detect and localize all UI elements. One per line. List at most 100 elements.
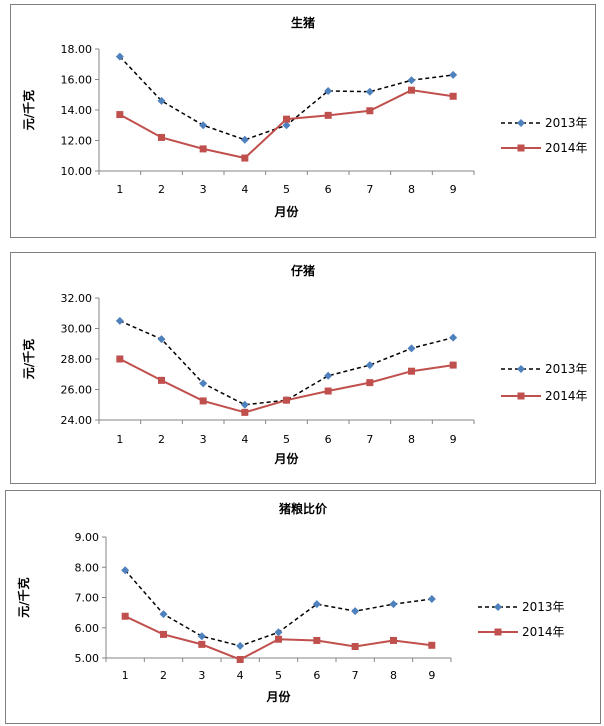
chart-panel-hog-grain-ratio: 猪粮比价 元/千克 5.00 6.00 7.00 8.00 9.00 1 2 3 4 5 6 7 8 9 月份 2… — [5, 490, 601, 724]
x-tick-label: 7 — [352, 669, 359, 682]
x-tick-label: 4 — [237, 669, 244, 682]
x-tick-label: 8 — [390, 669, 397, 682]
data-point-square — [160, 630, 167, 638]
data-point-square — [449, 361, 457, 369]
chart-title: 猪粮比价 — [278, 501, 328, 516]
data-point-square — [324, 387, 332, 395]
data-point-diamond — [282, 121, 291, 130]
data-point-square — [366, 107, 374, 115]
data-point-square — [390, 636, 397, 644]
legend-label: 2013年 — [522, 600, 565, 614]
x-tick-label: 4 — [241, 183, 248, 196]
data-point-diamond — [312, 600, 321, 609]
x-tick-label: 1 — [122, 669, 129, 682]
y-tick-label: 14.00 — [61, 104, 93, 117]
data-point-diamond — [365, 361, 374, 370]
chart-live-pig: 生猪元/千克 10.00 12.00 14.00 16.00 18.00 1 2 3 4 5 6 7 8 9… — [21, 15, 588, 219]
data-point-diamond — [159, 610, 168, 619]
y-tick-label: 10.00 — [61, 165, 93, 178]
data-point-square — [313, 636, 321, 644]
data-point-diamond — [407, 344, 416, 353]
data-point-square — [158, 376, 165, 384]
y-axis-label: 元/千克 — [21, 90, 36, 130]
x-tick-label: 5 — [283, 183, 290, 196]
legend-label: 2013年 — [545, 362, 588, 376]
data-point-square — [199, 397, 207, 405]
data-point-square — [121, 612, 129, 620]
x-tick-label: 9 — [450, 183, 457, 196]
x-axis-label: 月份 — [273, 204, 299, 219]
chart-panel-piglet: 仔猪 元/千克 24.00 26.00 28.00 30.00 32.00 1 2 3 4 5 6 7 8 9… — [10, 252, 596, 484]
legend-marker-square — [517, 144, 525, 152]
data-point-diamond — [351, 607, 360, 616]
y-tick-label: 8.00 — [75, 561, 100, 574]
x-tick-label: 8 — [408, 433, 415, 446]
x-axis-label: 月份 — [273, 451, 299, 466]
legend-label: 2014年 — [545, 389, 588, 403]
x-tick-label: 6 — [325, 433, 332, 446]
data-point-square — [324, 111, 332, 119]
data-point-square — [116, 355, 124, 363]
legend-marker-square — [517, 392, 525, 400]
data-point-square — [283, 115, 290, 123]
series-line-2013 — [119, 320, 454, 406]
x-tick-label: 5 — [283, 433, 290, 446]
x-tick-label: 2 — [158, 183, 165, 196]
y-tick-label: 9.00 — [75, 531, 100, 544]
x-tick-label: 7 — [366, 433, 373, 446]
chart-piglet: 仔猪元/千克 24.00 26.00 28.00 30.00 32.00 1 2 3 4 5 6 7 8 9… — [21, 263, 588, 466]
y-tick-label: 6.00 — [75, 622, 100, 635]
y-tick-label: 18.00 — [61, 43, 93, 56]
chart-panel-live-pig: 生猪 元/千克 10.00 12.00 14.00 16.00 18.00 1 2 3 4 5 6 7 8 9… — [10, 4, 596, 238]
x-tick-label: 7 — [366, 183, 373, 196]
y-tick-label: 5.00 — [75, 652, 100, 665]
data-point-diamond — [365, 87, 374, 96]
x-axis-label: 月份 — [265, 689, 291, 704]
y-tick-label: 26.00 — [61, 384, 93, 397]
legend-label: 2014年 — [545, 141, 588, 155]
legend-label: 2013年 — [545, 116, 588, 130]
data-point-square — [275, 635, 282, 643]
data-point-diamond — [115, 316, 124, 325]
chart-title: 仔猪 — [291, 263, 315, 278]
data-point-square — [408, 86, 415, 94]
x-tick-label: 2 — [158, 433, 165, 446]
data-point-diamond — [449, 70, 458, 79]
legend-marker-diamond — [494, 603, 502, 611]
y-tick-label: 24.00 — [61, 414, 93, 427]
data-point-diamond — [121, 566, 130, 575]
x-tick-label: 2 — [160, 669, 167, 682]
x-tick-label: 9 — [428, 669, 435, 682]
data-point-diamond — [389, 600, 398, 609]
data-point-diamond — [199, 121, 208, 130]
data-point-square — [366, 379, 374, 387]
legend-marker-square — [494, 628, 502, 636]
data-point-square — [236, 656, 244, 664]
legend-label: 2014年 — [522, 625, 565, 639]
x-tick-label: 6 — [325, 183, 332, 196]
data-point-square — [199, 145, 207, 153]
data-point-square — [241, 154, 249, 162]
data-point-square — [241, 408, 249, 416]
x-tick-label: 1 — [116, 433, 123, 446]
x-tick-label: 9 — [450, 433, 457, 446]
data-point-diamond — [274, 628, 283, 637]
y-tick-label: 32.00 — [61, 292, 93, 305]
data-point-square — [428, 641, 436, 649]
data-point-diamond — [197, 632, 206, 641]
x-tick-label: 3 — [198, 669, 205, 682]
x-tick-label: 3 — [200, 433, 207, 446]
chart-title: 生猪 — [291, 15, 315, 30]
data-point-square — [449, 92, 457, 100]
data-point-diamond — [324, 86, 333, 95]
data-point-diamond — [407, 76, 416, 85]
data-point-diamond — [157, 96, 166, 105]
data-point-square — [198, 640, 206, 648]
data-point-diamond — [324, 371, 333, 380]
x-tick-label: 3 — [200, 183, 207, 196]
data-point-diamond — [240, 135, 249, 144]
y-tick-label: 7.00 — [75, 592, 100, 605]
y-tick-label: 16.00 — [61, 74, 93, 87]
y-axis-label: 元/千克 — [21, 339, 36, 379]
